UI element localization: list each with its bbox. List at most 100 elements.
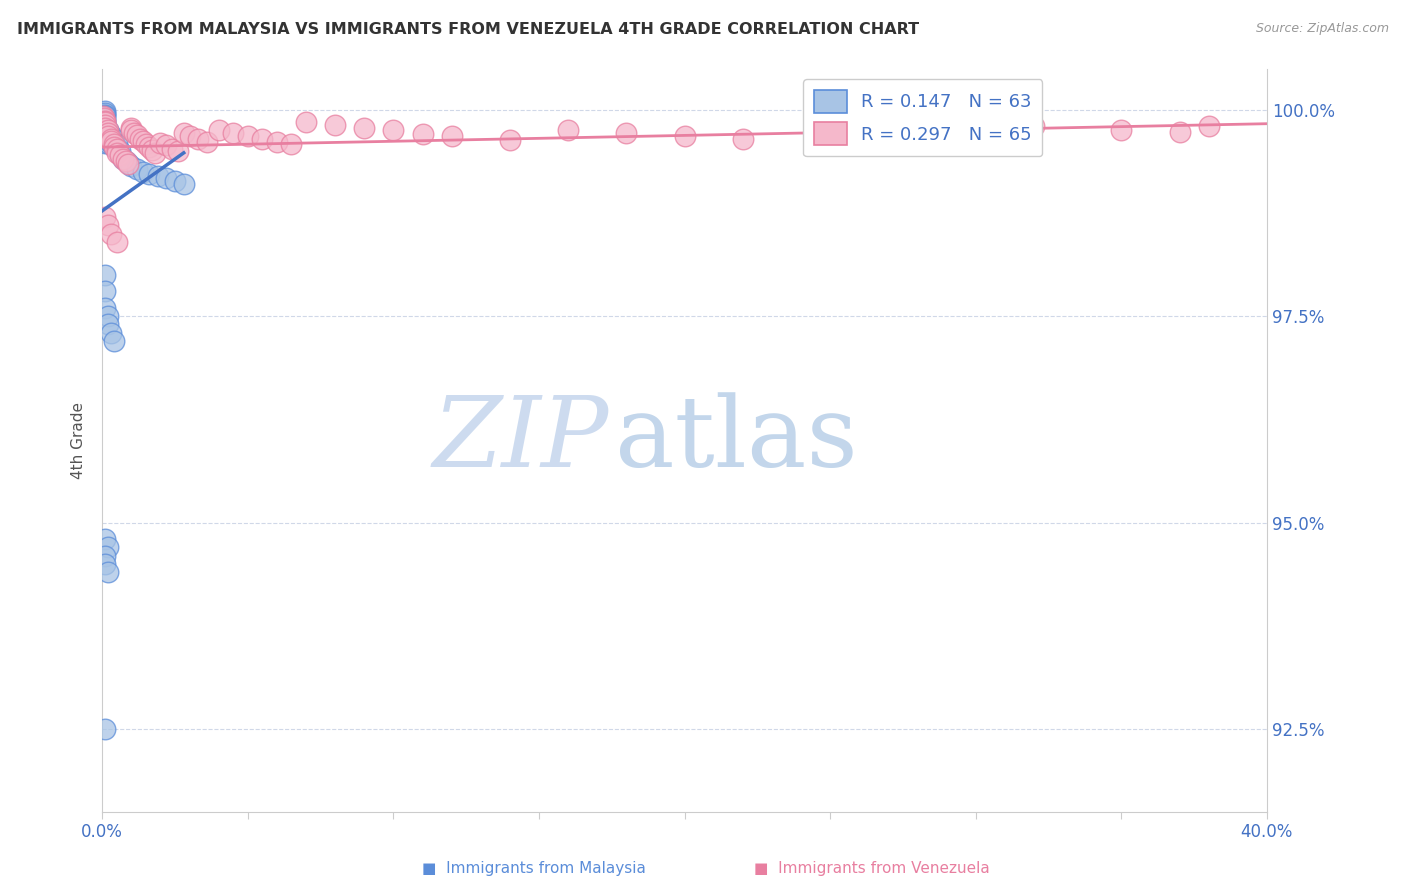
- Point: [94, 549, 117, 563]
- Y-axis label: 4th Grade: 4th Grade: [72, 401, 86, 478]
- Point: [94, 210, 117, 224]
- Point: [94, 113, 117, 128]
- Point: [94, 126, 117, 140]
- Point: [167, 144, 190, 158]
- Point: [97, 129, 120, 144]
- Point: [94, 128, 117, 143]
- Point: [93, 115, 115, 129]
- Point: [138, 140, 160, 154]
- Legend: R = 0.147   N = 63, R = 0.297   N = 65: R = 0.147 N = 63, R = 0.297 N = 65: [803, 79, 1042, 156]
- Point: [127, 162, 149, 177]
- Point: [266, 135, 288, 149]
- Point: [353, 120, 375, 135]
- Point: [93, 120, 115, 134]
- Point: [143, 145, 166, 160]
- Point: [105, 235, 128, 249]
- Point: [120, 123, 142, 137]
- Point: [97, 565, 120, 579]
- Point: [97, 123, 120, 137]
- Point: [97, 309, 120, 323]
- Point: [236, 129, 259, 144]
- Point: [111, 152, 134, 166]
- Point: [100, 227, 122, 241]
- Point: [499, 132, 522, 146]
- Text: ■  Immigrants from Venezuela: ■ Immigrants from Venezuela: [754, 861, 990, 876]
- Point: [129, 131, 152, 145]
- Point: [100, 326, 122, 340]
- Point: [97, 219, 120, 233]
- Point: [965, 133, 987, 147]
- Point: [94, 108, 117, 122]
- Point: [1022, 120, 1045, 134]
- Text: ZIP: ZIP: [433, 392, 609, 488]
- Point: [155, 138, 177, 153]
- Point: [103, 136, 125, 150]
- Point: [100, 131, 122, 145]
- Point: [141, 143, 163, 157]
- Point: [94, 120, 117, 135]
- Point: [94, 119, 117, 133]
- Point: [160, 142, 183, 156]
- Point: [1168, 125, 1191, 139]
- Point: [163, 174, 186, 188]
- Point: [94, 116, 117, 130]
- Point: [94, 301, 117, 315]
- Point: [252, 131, 274, 145]
- Point: [97, 133, 120, 147]
- Point: [105, 137, 128, 152]
- Point: [195, 135, 218, 149]
- Point: [323, 118, 346, 132]
- Point: [94, 112, 117, 126]
- Point: [94, 104, 117, 119]
- Point: [673, 129, 696, 144]
- Point: [149, 136, 172, 150]
- Point: [97, 541, 120, 555]
- Point: [94, 123, 117, 137]
- Point: [93, 120, 115, 135]
- Point: [91, 107, 114, 121]
- Point: [100, 134, 122, 148]
- Point: [100, 128, 122, 142]
- Point: [295, 115, 318, 129]
- Point: [93, 113, 115, 128]
- Point: [97, 136, 120, 150]
- Point: [94, 268, 117, 282]
- Point: [108, 148, 131, 162]
- Point: [94, 109, 117, 123]
- Point: [108, 144, 131, 158]
- Point: [222, 126, 245, 140]
- Point: [105, 143, 128, 157]
- Point: [91, 109, 114, 123]
- Point: [93, 112, 115, 127]
- Point: [94, 118, 117, 132]
- Point: [208, 123, 231, 137]
- Text: ■  Immigrants from Malaysia: ■ Immigrants from Malaysia: [422, 861, 647, 876]
- Point: [117, 156, 139, 170]
- Point: [94, 722, 117, 736]
- Point: [132, 165, 155, 179]
- Point: [114, 153, 136, 168]
- Point: [91, 111, 114, 125]
- Point: [138, 167, 160, 181]
- Point: [127, 128, 149, 143]
- Point: [94, 115, 117, 129]
- Point: [93, 118, 115, 132]
- Point: [117, 157, 139, 171]
- Point: [100, 133, 122, 147]
- Point: [173, 126, 195, 140]
- Point: [440, 129, 463, 144]
- Point: [146, 169, 169, 183]
- Point: [94, 285, 117, 299]
- Point: [103, 140, 125, 154]
- Point: [818, 128, 841, 142]
- Point: [411, 127, 433, 141]
- Point: [97, 126, 120, 140]
- Point: [103, 136, 125, 151]
- Point: [179, 129, 201, 144]
- Point: [132, 134, 155, 148]
- Point: [557, 123, 579, 137]
- Point: [94, 136, 117, 150]
- Point: [97, 131, 120, 145]
- Point: [103, 334, 125, 348]
- Point: [173, 177, 195, 191]
